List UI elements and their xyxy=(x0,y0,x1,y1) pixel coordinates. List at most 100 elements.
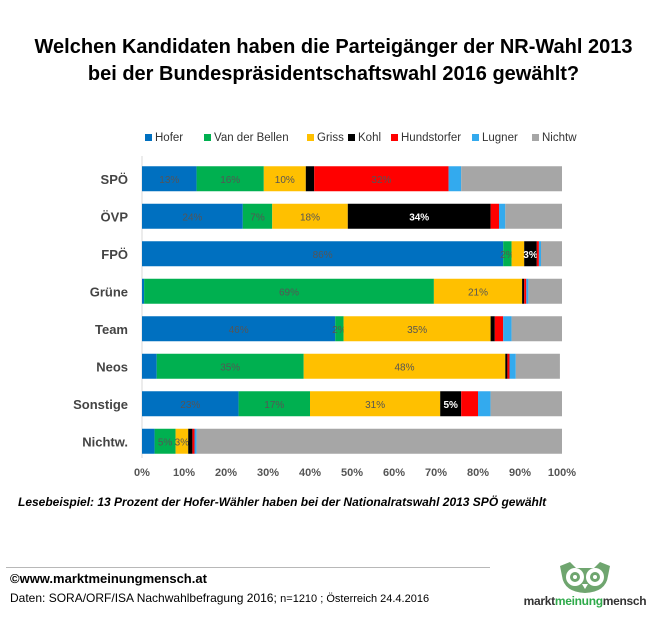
data-label-oevp-griss: 18% xyxy=(300,212,320,223)
bar-fpoe-hofer xyxy=(142,241,504,267)
legend-swatch-hofer xyxy=(145,134,152,141)
bar-spoe-griss xyxy=(263,166,306,192)
stacked-bar-chart: Hofer Van der Bellen Griss Kohl Hundstorfer L… xyxy=(73,132,577,479)
bar-sonstige-lugner xyxy=(478,391,491,417)
legend-swatch-van-der-bellen xyxy=(204,134,211,141)
data-label-sonstige-griss: 31% xyxy=(365,400,385,411)
legend-label-hofer: Hofer xyxy=(155,132,183,144)
bar-oevp-nichtw xyxy=(505,203,562,229)
bar-spoe-hundstorfer xyxy=(314,166,449,192)
data-label-team-van-der-bellen: 2% xyxy=(332,325,347,336)
x-tick-label-7: 70% xyxy=(425,467,447,479)
bar-gruene-hofer xyxy=(142,278,145,304)
bar-fpoe-van-der-bellen xyxy=(503,241,512,267)
legend-swatch-hundstorfer xyxy=(391,134,398,141)
category-label-sonstige: Sonstige xyxy=(73,397,128,412)
bar-fpoe-griss xyxy=(511,241,525,267)
bar-neos-hundstorfer xyxy=(507,353,510,379)
bar-spoe-hofer xyxy=(142,166,197,192)
x-tick-label-0: 0% xyxy=(134,467,150,479)
bar-neos-griss xyxy=(303,353,506,379)
data-label-fpoe-kohl: 3% xyxy=(523,250,538,261)
category-label-gruene: Grüne xyxy=(90,284,128,299)
x-tick-label-5: 50% xyxy=(341,467,363,479)
category-label-nichtw: Nichtw. xyxy=(82,434,128,449)
legend-label-nichtw: Nichtw xyxy=(542,132,577,144)
x-tick-label-10: 100% xyxy=(548,467,576,479)
owl-icon xyxy=(560,562,610,593)
category-label-fpoe: FPÖ xyxy=(101,247,128,262)
bar-gruene-griss xyxy=(433,278,523,304)
chart-title: Welchen Kandidaten haben die Parteigänge… xyxy=(34,36,633,85)
bar-fpoe-nichtw xyxy=(541,241,562,267)
footer-divider xyxy=(6,567,490,568)
legend-swatch-griss xyxy=(307,134,314,141)
category-label-neos: Neos xyxy=(96,359,128,374)
legend-label-hundstorfer: Hundstorfer xyxy=(401,132,461,144)
copyright-link[interactable]: ©www.marktmeinungmensch.at xyxy=(10,571,207,586)
x-tick-label-2: 20% xyxy=(215,467,237,479)
data-label-oevp-van-der-bellen: 7% xyxy=(250,212,265,223)
bar-fpoe-hundstorfer xyxy=(536,241,539,267)
x-tick-label-6: 60% xyxy=(383,467,405,479)
brand-logo: marktmeinungmensch xyxy=(510,560,660,612)
source-detail: n=1210 ; Österreich 24.4.2016 xyxy=(280,593,430,605)
bar-spoe-van-der-bellen xyxy=(196,166,264,192)
bar-oevp-kohl xyxy=(347,203,491,229)
bar-nichtw-van-der-bellen xyxy=(154,428,176,454)
bar-sonstige-hofer xyxy=(142,391,239,417)
data-label-fpoe-van-der-bellen: 2% xyxy=(500,250,515,261)
bar-team-griss xyxy=(343,316,491,342)
source-note: Daten: SORA/ORF/ISA Nachwahlbefragung 20… xyxy=(10,591,429,605)
bar-neos-lugner xyxy=(509,353,516,379)
bar-nichtw-lugner xyxy=(194,428,197,454)
bar-sonstige-van-der-bellen xyxy=(238,391,310,417)
data-label-nichtw-griss: 3% xyxy=(175,437,190,448)
bar-team-nichtw xyxy=(511,316,562,342)
legend-swatch-kohl xyxy=(348,134,355,141)
logo-prefix: markt xyxy=(523,594,555,608)
data-label-neos-griss: 48% xyxy=(394,362,414,373)
x-tick-label-8: 80% xyxy=(467,467,489,479)
category-label-team: Team xyxy=(95,322,128,337)
bar-gruene-kohl xyxy=(522,278,525,304)
bar-oevp-griss xyxy=(272,203,348,229)
bar-nichtw-griss xyxy=(175,428,189,454)
bar-nichtw-kohl xyxy=(188,428,193,454)
logo-wordmark: marktmeinungmensch xyxy=(510,594,660,608)
bar-sonstige-hundstorfer xyxy=(461,391,478,417)
x-tick-label-4: 40% xyxy=(299,467,321,479)
legend-label-van-der-bellen: Van der Bellen xyxy=(214,132,289,144)
category-label-oevp: ÖVP xyxy=(101,209,129,224)
bar-nichtw-hofer xyxy=(142,428,155,454)
bar-neos-van-der-bellen xyxy=(156,353,304,379)
logo-suffix: mensch xyxy=(602,594,647,608)
legend-label-kohl: Kohl xyxy=(358,132,381,144)
bar-team-hofer xyxy=(142,316,336,342)
bar-gruene-van-der-bellen xyxy=(144,278,434,304)
bar-oevp-hofer xyxy=(142,203,243,229)
legend-swatch-lugner xyxy=(472,134,479,141)
bar-team-lugner xyxy=(503,316,512,342)
data-label-fpoe-hofer: 86% xyxy=(313,250,333,261)
bar-nichtw-hundstorfer xyxy=(192,428,195,454)
bar-team-van-der-bellen xyxy=(335,316,344,342)
bar-spoe-nichtw xyxy=(461,166,562,192)
reading-example: Lesebeispiel: 13 Prozent der Hofer-Wähle… xyxy=(18,495,547,509)
legend-label-lugner: Lugner xyxy=(482,132,518,144)
data-label-sonstige-hofer: 23% xyxy=(180,400,200,411)
bar-gruene-lugner xyxy=(526,278,529,304)
data-label-spoe-hofer: 13% xyxy=(159,175,179,186)
data-label-neos-van-der-bellen: 35% xyxy=(220,362,240,373)
x-tick-label-1: 10% xyxy=(173,467,195,479)
bar-oevp-lugner xyxy=(499,203,506,229)
data-label-team-griss: 35% xyxy=(407,325,427,336)
data-label-oevp-kohl: 34% xyxy=(409,212,429,223)
data-label-gruene-griss: 21% xyxy=(468,287,488,298)
bar-spoe-lugner xyxy=(448,166,462,192)
logo-accent: meinung xyxy=(554,594,603,608)
data-label-team-hofer: 46% xyxy=(229,325,249,336)
x-tick-label-3: 30% xyxy=(257,467,279,479)
bar-team-hundstorfer xyxy=(494,316,504,342)
bar-gruene-nichtw xyxy=(528,278,562,304)
